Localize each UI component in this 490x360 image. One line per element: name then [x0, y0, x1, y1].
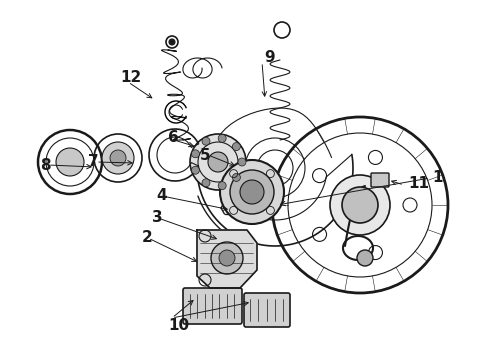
Text: 10: 10: [168, 318, 189, 333]
Text: 2: 2: [142, 230, 153, 246]
Circle shape: [342, 187, 378, 223]
Circle shape: [232, 143, 241, 150]
Circle shape: [218, 134, 226, 142]
Circle shape: [238, 158, 246, 166]
Circle shape: [102, 142, 134, 174]
Circle shape: [169, 39, 175, 45]
Text: 4: 4: [156, 189, 167, 203]
Circle shape: [211, 242, 243, 274]
Circle shape: [230, 170, 274, 214]
Circle shape: [232, 174, 241, 181]
Circle shape: [192, 150, 199, 158]
Circle shape: [357, 250, 373, 266]
Circle shape: [190, 134, 246, 190]
Polygon shape: [197, 230, 257, 288]
FancyBboxPatch shape: [244, 293, 290, 327]
Circle shape: [220, 160, 284, 224]
Circle shape: [202, 137, 210, 145]
Text: 7: 7: [88, 154, 98, 170]
Circle shape: [192, 166, 199, 174]
Circle shape: [208, 152, 228, 172]
Circle shape: [240, 180, 264, 204]
FancyBboxPatch shape: [183, 288, 242, 324]
FancyBboxPatch shape: [371, 173, 389, 187]
Text: 9: 9: [264, 50, 274, 66]
Text: 5: 5: [200, 148, 211, 162]
Text: 1: 1: [432, 171, 442, 185]
Circle shape: [202, 179, 210, 187]
Text: 8: 8: [40, 158, 50, 172]
Circle shape: [219, 250, 235, 266]
Text: 12: 12: [120, 71, 141, 85]
Text: 6: 6: [168, 130, 179, 145]
Circle shape: [218, 182, 226, 190]
Text: 3: 3: [152, 211, 163, 225]
Circle shape: [110, 150, 126, 166]
Circle shape: [56, 148, 84, 176]
Text: 11: 11: [408, 175, 429, 190]
Circle shape: [330, 175, 390, 235]
